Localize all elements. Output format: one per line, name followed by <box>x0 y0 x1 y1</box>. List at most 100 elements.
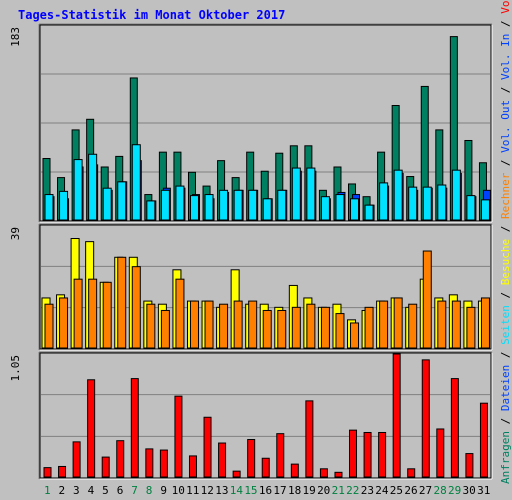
bar-volumen <box>261 457 270 478</box>
bar-rechner <box>320 306 330 349</box>
legend-segment: / <box>499 285 512 305</box>
bar-seiten <box>306 167 316 221</box>
bar-seiten <box>437 184 447 221</box>
day-tick-label: 3 <box>73 484 80 497</box>
bar-volumen <box>130 378 139 478</box>
bar-rechner <box>146 303 156 349</box>
bar-rechner <box>44 303 54 349</box>
bar-volumen <box>203 416 212 478</box>
bar-volumen <box>436 428 445 478</box>
bar-rechner <box>117 256 127 349</box>
bar-volumen <box>349 429 358 478</box>
bar-seiten <box>364 204 374 221</box>
bar-seiten <box>59 190 69 221</box>
day-tick-label: 21 <box>332 484 345 497</box>
bar-volumen <box>116 440 125 478</box>
bar-volumen <box>276 433 285 478</box>
bar-seiten <box>248 189 258 221</box>
day-tick-label: 7 <box>131 484 138 497</box>
bar-seiten <box>204 194 214 221</box>
bar-seiten <box>466 195 476 221</box>
bar-seiten <box>379 182 389 221</box>
day-axis: 1 2 3 4 5 6 7 8 9 10 11 12 13 14 15 16 17 18 19 20 21 22 23 24 2… <box>44 484 490 497</box>
bar-rechner <box>364 306 374 349</box>
legend-segment: / <box>499 345 512 365</box>
bar-seiten <box>131 144 141 221</box>
bar-volumen <box>290 463 299 478</box>
bar-volumen <box>363 431 372 478</box>
bar-rechner <box>451 300 461 349</box>
day-tick-label: 24 <box>375 484 389 497</box>
bar-volumen <box>174 395 183 478</box>
bar-volumen <box>43 467 52 478</box>
day-tick-label: 14 <box>230 484 244 497</box>
bar-volumen <box>450 378 459 478</box>
bar-rechner <box>393 297 403 349</box>
legend-segment: / <box>499 411 512 431</box>
y-max-label: 183 <box>9 27 22 47</box>
bar-seiten <box>146 200 156 221</box>
bar-volumen <box>247 439 256 478</box>
day-tick-label: 12 <box>201 484 214 497</box>
day-tick-label: 10 <box>172 484 185 497</box>
bar-volumen <box>72 441 81 478</box>
legend-segment: Dateien <box>499 365 512 411</box>
bar-volumen <box>218 442 227 478</box>
bar-seiten <box>335 194 345 221</box>
bar-volumen <box>87 379 96 478</box>
bar-seiten <box>320 196 330 221</box>
day-tick-label: 26 <box>404 484 417 497</box>
bar-volumen <box>305 400 314 478</box>
day-tick-label: 8 <box>146 484 153 497</box>
day-tick-label: 23 <box>361 484 374 497</box>
bar-rechner <box>233 300 243 349</box>
day-tick-label: 13 <box>215 484 228 497</box>
legend-segment: Rechner <box>499 172 512 219</box>
bar-seiten <box>233 189 243 221</box>
bar-seiten <box>88 153 98 221</box>
bar-rechner <box>131 266 141 349</box>
bar-volumen <box>334 471 343 478</box>
bar-rechner <box>466 306 476 349</box>
bar-rechner <box>408 303 418 349</box>
legend-segment: Vol. Out <box>499 100 512 153</box>
day-tick-label: 18 <box>288 484 301 497</box>
hits-panel: 183 <box>9 23 493 223</box>
legend-segment: Seiten <box>499 305 512 345</box>
bar-volumen <box>378 431 387 478</box>
legend-segment: / <box>499 80 512 100</box>
bar-rechner <box>422 250 432 349</box>
legend-segment: Besuche <box>499 239 512 285</box>
bar-seiten <box>175 185 185 221</box>
bar-seiten <box>219 189 229 221</box>
legend-segment: / <box>499 153 512 173</box>
bar-seiten <box>291 167 301 221</box>
bar-seiten <box>422 186 432 221</box>
day-tick-label: 28 <box>433 484 446 497</box>
bar-rechner <box>248 300 258 349</box>
bar-volumen <box>145 448 154 478</box>
bar-seiten <box>160 189 170 221</box>
bar-rechner <box>262 309 272 349</box>
bar-seiten <box>480 199 490 221</box>
bar-rechner <box>88 278 98 349</box>
visits-panel: 39 <box>9 223 493 351</box>
bar-rechner <box>480 297 490 349</box>
legend-segment: Vol. In <box>499 34 512 80</box>
day-tick-label: 6 <box>117 484 124 497</box>
day-tick-label: 9 <box>160 484 167 497</box>
day-tick-label: 5 <box>102 484 109 497</box>
legend-segment: / <box>499 14 512 34</box>
legend-vertical: Anfragen / Dateien / Seiten / Besuche / … <box>499 0 512 484</box>
bar-seiten <box>393 169 403 221</box>
day-tick-label: 27 <box>419 484 432 497</box>
day-tick-label: 16 <box>259 484 272 497</box>
bar-volumen <box>407 468 416 478</box>
day-tick-label: 19 <box>303 484 316 497</box>
bar-rechner <box>204 300 214 349</box>
bar-volumen <box>479 402 488 478</box>
volume-panel: 1.05 <box>9 351 493 480</box>
day-tick-label: 31 <box>477 484 490 497</box>
bar-seiten <box>189 195 199 221</box>
